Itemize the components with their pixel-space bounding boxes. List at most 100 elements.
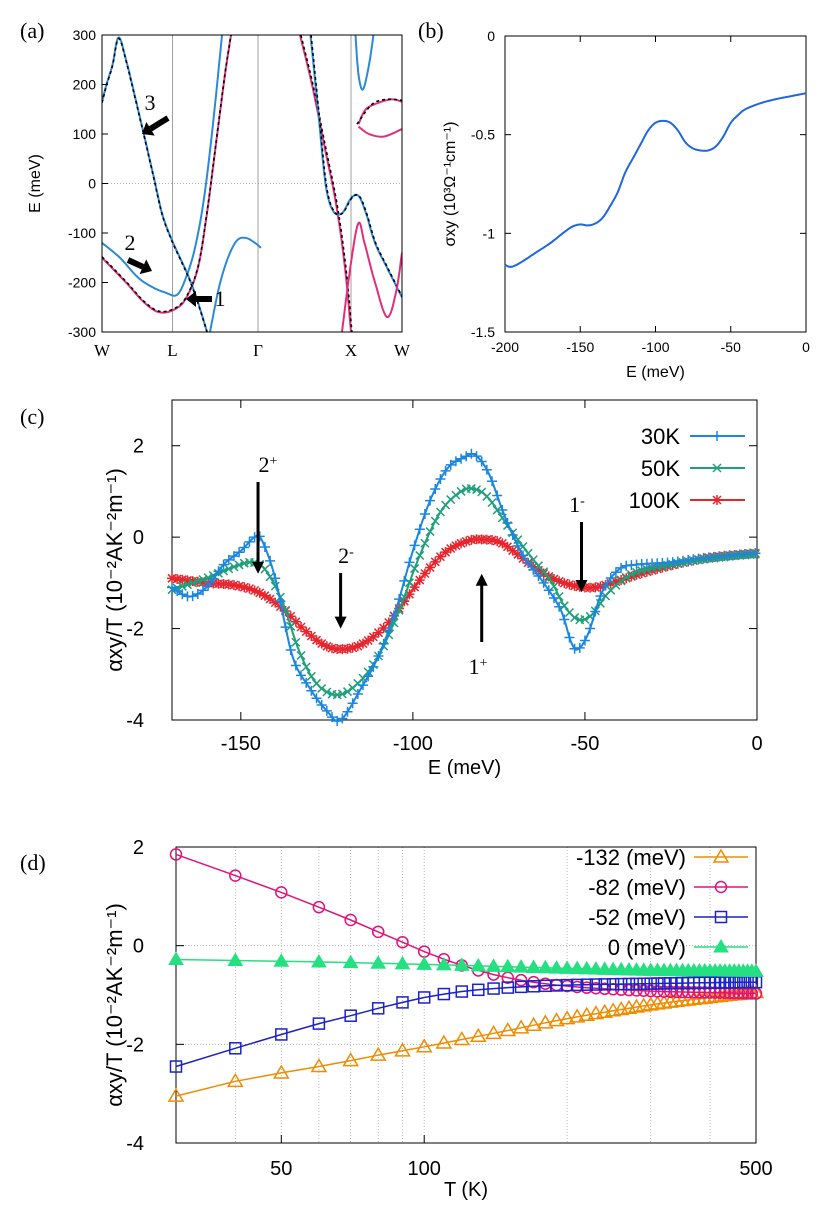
- data-point: [451, 490, 461, 500]
- data-point: [229, 562, 239, 572]
- data-point: [610, 576, 621, 587]
- data-point: [259, 590, 270, 601]
- data-point: [538, 568, 549, 579]
- data-point: [404, 589, 415, 600]
- peak-annotation: 2-: [338, 543, 354, 568]
- data-point: [492, 505, 502, 515]
- x-tick-label: -200: [491, 339, 519, 355]
- sigma-xy-line: [504, 92, 807, 268]
- data-point: [622, 977, 636, 991]
- data-point: [416, 956, 433, 970]
- data-point: [616, 562, 627, 573]
- data-point: [198, 574, 208, 585]
- data-point: [404, 557, 415, 568]
- data-point: [223, 579, 234, 590]
- data-point: [414, 575, 425, 586]
- data-point: [487, 498, 497, 508]
- y-tick-label: -100: [68, 225, 96, 241]
- data-point: [590, 582, 601, 593]
- data-point: [559, 614, 570, 625]
- data-point: [234, 547, 245, 558]
- data-point: [172, 585, 183, 596]
- data-point: [415, 550, 425, 560]
- data-point: [285, 644, 296, 655]
- x-tick-label: 500: [739, 1158, 772, 1180]
- data-point: [543, 571, 554, 582]
- data-point: [606, 977, 620, 991]
- x-axis-label: T (K): [444, 1179, 488, 1201]
- panel-label-c: (c): [20, 404, 44, 429]
- data-point: [501, 971, 515, 984]
- data-point: [371, 1002, 385, 1015]
- legend-label: -132 (meV): [576, 845, 686, 870]
- data-point: [558, 1010, 576, 1025]
- data-point: [285, 611, 296, 622]
- data-point: [641, 566, 652, 577]
- data-point: [461, 451, 472, 462]
- data-point: [229, 1042, 242, 1055]
- data-point: [394, 594, 405, 605]
- data-point: [513, 959, 529, 973]
- data-point: [394, 955, 411, 970]
- data-point: [569, 643, 580, 654]
- band-annotation: 3: [145, 90, 156, 115]
- data-point: [311, 693, 322, 704]
- data-point: [169, 848, 183, 861]
- data-point: [502, 541, 513, 552]
- data-point: [430, 556, 441, 567]
- data-point: [564, 632, 575, 643]
- y-tick-label: -1.5: [471, 324, 495, 340]
- band-line-4: [102, 37, 208, 332]
- peak-annotation: 2+: [259, 452, 278, 477]
- data-point: [399, 596, 410, 607]
- data-point: [213, 578, 224, 589]
- data-point: [585, 582, 596, 593]
- legend-marker: [713, 939, 729, 953]
- kpoint-label: L: [167, 341, 177, 360]
- data-point: [564, 579, 575, 590]
- data-point: [435, 956, 452, 971]
- band-annotation: 1: [215, 286, 226, 311]
- data-point: [167, 582, 177, 593]
- data-point: [275, 1028, 288, 1041]
- data-point: [579, 582, 590, 593]
- data-point: [275, 601, 286, 612]
- y-tick-label: -4: [126, 710, 144, 732]
- data-point: [614, 977, 628, 991]
- legend-marker: [714, 910, 728, 924]
- data-point: [430, 483, 441, 494]
- peak-annotation: 1-: [569, 492, 585, 517]
- bands: [102, 35, 402, 332]
- data-point: [568, 1008, 586, 1023]
- data-point: [419, 568, 430, 579]
- peak-annotation: 1+: [469, 654, 488, 679]
- data-point: [662, 993, 679, 1008]
- data-point: [630, 977, 643, 991]
- legend-marker: [714, 880, 728, 894]
- data-point: [301, 662, 311, 672]
- data-point: [306, 630, 317, 641]
- y-tick-label: -300: [68, 324, 96, 340]
- data-point: [270, 573, 281, 584]
- data-point: [590, 606, 601, 617]
- data-point: [548, 592, 559, 603]
- peak-arrow-2-head: [475, 573, 488, 586]
- data-point: [177, 574, 188, 585]
- legend-marker: [712, 495, 722, 505]
- data-point: [311, 635, 322, 646]
- data-point: [425, 562, 436, 573]
- data-point: [580, 614, 590, 624]
- band-line-10: [341, 221, 402, 332]
- data-point: [169, 1060, 183, 1073]
- data-point: [344, 913, 357, 927]
- data-point: [554, 591, 564, 602]
- y-tick-label: 0: [133, 527, 144, 549]
- data-point: [456, 453, 467, 464]
- data-point: [652, 563, 663, 574]
- band-line-5: [209, 236, 262, 332]
- data-point: [254, 587, 265, 598]
- data-point: [182, 580, 193, 590]
- data-point: [626, 569, 636, 580]
- x-tick-label: -150: [221, 733, 261, 755]
- data-point: [750, 548, 761, 559]
